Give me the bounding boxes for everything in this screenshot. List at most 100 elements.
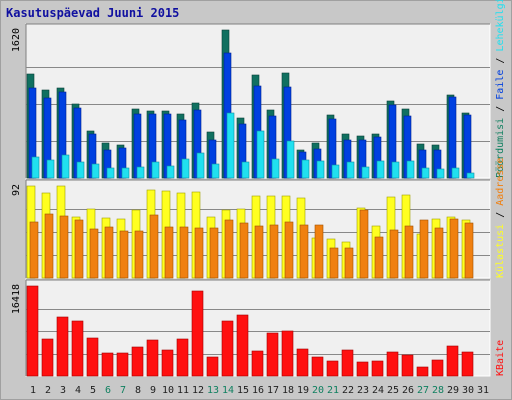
bar-kbytes-15 [236, 314, 249, 377]
x-label-3: 3 [60, 385, 66, 396]
bar-pages-2 [46, 159, 55, 179]
legend-item: KBaite [495, 340, 506, 376]
bar-pages-10 [166, 165, 175, 179]
x-label-20: 20 [312, 385, 324, 396]
x-label-31: 31 [477, 385, 489, 396]
x-label-18: 18 [282, 385, 294, 396]
bar-sites-20 [314, 224, 324, 279]
bar-sites-23 [359, 209, 369, 279]
legend-item: Faile [495, 70, 506, 100]
legend-panel-3: KBaite [495, 340, 506, 376]
bar-sites-10 [164, 226, 174, 279]
x-label-9: 9 [150, 385, 156, 396]
bar-pages-28 [436, 168, 445, 179]
bar-kbytes-22 [341, 349, 354, 377]
legend-panel-1: Pöördumisi / Faile / Lehekülgi [495, 0, 506, 178]
bar-sites-24 [374, 236, 384, 279]
x-label-11: 11 [177, 385, 189, 396]
x-label-2: 2 [45, 385, 51, 396]
bar-kbytes-21 [326, 360, 339, 377]
bar-kbytes-4 [71, 320, 84, 377]
bar-sites-30 [464, 222, 474, 279]
bar-pages-13 [211, 163, 220, 179]
x-label-4: 4 [75, 385, 81, 396]
x-label-16: 16 [252, 385, 264, 396]
bar-sites-8 [134, 230, 144, 279]
bar-kbytes-23 [356, 361, 369, 377]
x-label-13: 13 [207, 385, 219, 396]
bar-sites-12 [194, 227, 204, 279]
legend-panel-2: Külastusi / Aadresse [495, 158, 506, 278]
bar-kbytes-17 [266, 332, 279, 377]
bar-kbytes-8 [131, 346, 144, 377]
panel-3: 16418 KBaite [11, 279, 506, 377]
chart-title: Kasutuspäevad Juuni 2015 [6, 6, 179, 20]
bar-kbytes-29 [446, 345, 459, 377]
bar-pages-29 [451, 167, 460, 179]
bar-sites-14 [224, 219, 234, 279]
legend-item: Külastusi [495, 224, 506, 278]
bar-sites-16 [254, 225, 264, 279]
x-label-30: 30 [462, 385, 474, 396]
bar-pages-6 [106, 167, 115, 179]
x-label-26: 26 [402, 385, 414, 396]
bar-pages-9 [151, 161, 160, 179]
bar-pages-23 [361, 166, 370, 179]
bar-pages-24 [376, 160, 385, 179]
panel-1: 1620 Pöördumisi / Faile / Lehekülgi [11, 0, 506, 179]
panel-2: 92 Külastusi / Aadresse [11, 158, 506, 279]
bar-sites-11 [179, 226, 189, 279]
bar-pages-20 [316, 160, 325, 179]
bar-sites-9 [149, 214, 159, 279]
bar-pages-21 [331, 164, 340, 179]
legend-item: Pöördumisi [495, 118, 506, 178]
bar-pages-25 [391, 161, 400, 179]
legend-separator: / [495, 100, 506, 118]
x-label-29: 29 [447, 385, 459, 396]
scale-label: 1620 [11, 28, 22, 52]
bar-sites-18 [284, 221, 294, 279]
bar-pages-7 [121, 167, 130, 179]
bar-kbytes-27 [416, 366, 429, 377]
series-sites [29, 209, 474, 279]
x-label-12: 12 [192, 385, 204, 396]
bar-kbytes-10 [161, 349, 174, 377]
bar-pages-14 [226, 112, 235, 179]
bar-sites-3 [59, 215, 69, 279]
bar-pages-22 [346, 161, 355, 179]
bar-kbytes-18 [281, 330, 294, 377]
bar-sites-27 [419, 219, 429, 279]
bar-sites-25 [389, 229, 399, 279]
x-label-14: 14 [222, 385, 234, 396]
bar-sites-15 [239, 222, 249, 279]
x-label-1: 1 [30, 385, 36, 396]
x-label-7: 7 [120, 385, 126, 396]
bar-kbytes-13 [206, 356, 219, 377]
bar-pages-26 [406, 160, 415, 179]
series-kbytes [26, 285, 474, 377]
bar-kbytes-1 [26, 285, 39, 377]
bar-kbytes-16 [251, 350, 264, 377]
bar-sites-21 [329, 247, 339, 279]
bar-kbytes-19 [296, 348, 309, 377]
x-label-8: 8 [135, 385, 141, 396]
x-label-22: 22 [342, 385, 354, 396]
bar-files-30 [463, 114, 472, 179]
x-label-28: 28 [432, 385, 444, 396]
bar-sites-22 [344, 247, 354, 279]
x-label-15: 15 [237, 385, 249, 396]
bar-kbytes-26 [401, 354, 414, 377]
bar-kbytes-20 [311, 356, 324, 377]
series-pages [31, 112, 475, 179]
scale-label: 92 [11, 184, 22, 196]
bar-kbytes-6 [101, 352, 114, 377]
x-label-6: 6 [105, 385, 111, 396]
x-label-17: 17 [267, 385, 279, 396]
bar-pages-11 [181, 158, 190, 179]
bar-kbytes-2 [41, 338, 54, 377]
bar-kbytes-24 [371, 360, 384, 377]
bar-sites-28 [434, 227, 444, 279]
bar-kbytes-11 [176, 338, 189, 377]
bar-pages-8 [136, 166, 145, 179]
